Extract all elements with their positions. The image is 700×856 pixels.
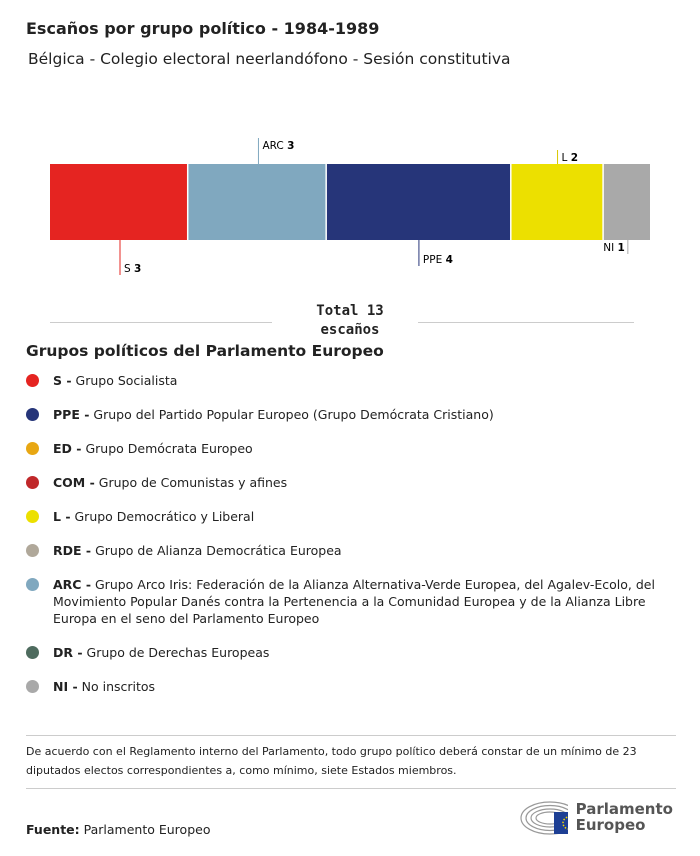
legend-abbr: ARC - (53, 577, 92, 592)
data-label-ni: NI 1 (603, 242, 625, 254)
data-label-s: S 3 (124, 263, 141, 275)
legend-dot (26, 408, 39, 421)
legend-text: RDE - Grupo de Alianza Democrática Europ… (53, 542, 342, 559)
data-label-ppe: PPE 4 (423, 254, 453, 266)
total-seats: Total 13 (316, 303, 384, 319)
legend-label: Grupo de Comunistas y afines (98, 475, 288, 490)
legend-item: PPE - Grupo del Partido Popular Europeo … (26, 406, 676, 423)
legend-text: L - Grupo Democrático y Liberal (53, 508, 254, 525)
logo-text: Parlamento Europeo (575, 800, 673, 834)
legend-text: DR - Grupo de Derechas Europeas (53, 644, 269, 661)
legend-abbr: S - (53, 373, 72, 388)
legend-label: No inscritos (81, 679, 156, 694)
legend-abbr: PPE - (53, 407, 90, 422)
parliament-logo: Parlamento Europeo (520, 798, 700, 836)
bar-segment-l (511, 164, 603, 240)
chart-subtitle: Bélgica - Colegio electoral neerlandófon… (28, 50, 511, 68)
legend-text: ED - Grupo Demócrata Europeo (53, 440, 253, 457)
legend-title: Grupos políticos del Parlamento Europeo (26, 342, 384, 360)
seat-bar-chart: S 3 ARC 3 PPE 4 L 2 NI 1 (50, 138, 650, 275)
divider (26, 735, 676, 736)
data-label-l: L 2 (562, 152, 579, 164)
legend-label: Grupo de Alianza Democrática Europea (95, 543, 342, 558)
legend-item: ARC - Grupo Arco Iris: Federación de la … (26, 576, 676, 627)
legend-label: Grupo Democrático y Liberal (74, 509, 255, 524)
total-unit: escaños (320, 322, 380, 338)
legend-item: S - Grupo Socialista (26, 372, 676, 389)
source: Fuente: Parlamento Europeo (26, 822, 210, 837)
legend-label: Grupo Socialista (75, 373, 178, 388)
legend-item: ED - Grupo Demócrata Europeo (26, 440, 676, 457)
data-label-arc: ARC 3 (262, 140, 294, 152)
divider (50, 322, 272, 323)
legend-item: NI - No inscritos (26, 678, 676, 695)
legend-dot (26, 510, 39, 523)
legend: S - Grupo Socialista PPE - Grupo del Part… (26, 372, 676, 712)
legend-label: Grupo Demócrata Europeo (85, 441, 253, 456)
legend-dot (26, 374, 39, 387)
legend-dot (26, 476, 39, 489)
legend-abbr: DR - (53, 645, 83, 660)
total-label: Total 13 escaños (270, 302, 430, 340)
legend-abbr: COM - (53, 475, 95, 490)
legend-text: NI - No inscritos (53, 678, 155, 695)
legend-dot (26, 680, 39, 693)
legend-item: L - Grupo Democrático y Liberal (26, 508, 676, 525)
bar-segment-ppe (326, 164, 511, 240)
legend-label: Grupo Arco Iris: Federación de la Alianz… (53, 577, 655, 626)
legend-label: Grupo del Partido Popular Europeo (Grupo… (93, 407, 494, 422)
chart-title: Escaños por grupo político - 1984-1989 (26, 19, 380, 38)
legend-dot (26, 646, 39, 659)
divider (26, 788, 676, 789)
bar-segment-ni (603, 164, 650, 240)
legend-text: S - Grupo Socialista (53, 372, 177, 389)
source-label: Fuente: (26, 822, 80, 837)
legend-text: ARC - Grupo Arco Iris: Federación de la … (53, 576, 676, 627)
legend-dot (26, 544, 39, 557)
legend-text: PPE - Grupo del Partido Popular Europeo … (53, 406, 494, 423)
legend-dot (26, 442, 39, 455)
divider (418, 322, 634, 323)
legend-abbr: NI - (53, 679, 78, 694)
bar-segment-arc (188, 164, 326, 240)
legend-item: COM - Grupo de Comunistas y afines (26, 474, 676, 491)
legend-text: COM - Grupo de Comunistas y afines (53, 474, 287, 491)
legend-item: RDE - Grupo de Alianza Democrática Europ… (26, 542, 676, 559)
legend-label: Grupo de Derechas Europeas (86, 645, 270, 660)
source-value: Parlamento Europeo (83, 822, 211, 837)
legend-dot (26, 578, 39, 591)
hemicycle-eu-flag-icon (520, 801, 568, 835)
bar-segment-s (50, 164, 187, 240)
legend-abbr: ED - (53, 441, 82, 456)
footnote: De acuerdo con el Reglamento interno del… (26, 745, 637, 777)
legend-abbr: L - (53, 509, 71, 524)
legend-abbr: RDE - (53, 543, 92, 558)
legend-item: DR - Grupo de Derechas Europeas (26, 644, 676, 661)
